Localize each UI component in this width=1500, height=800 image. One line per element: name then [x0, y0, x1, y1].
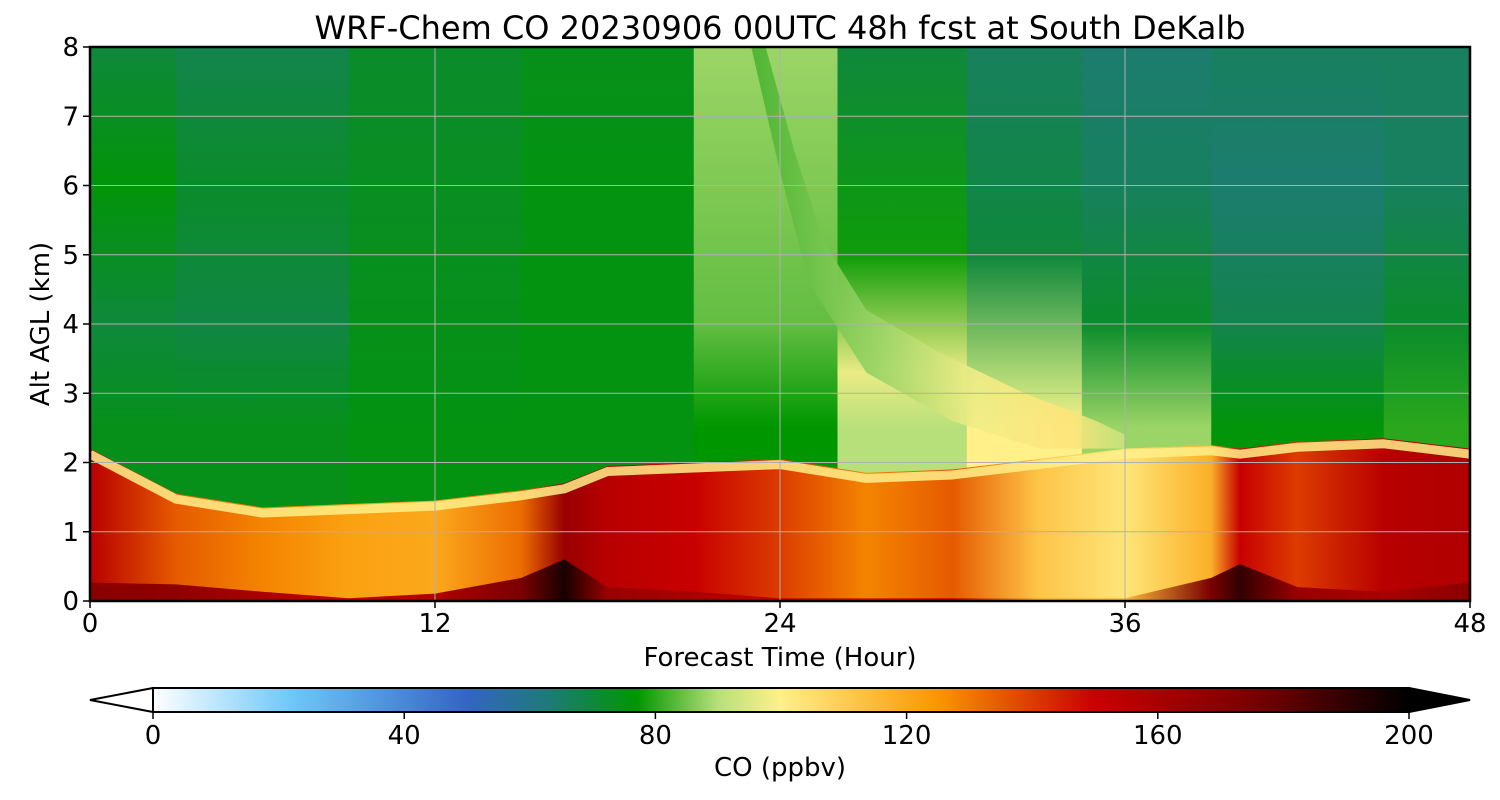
x-tick-label: 36 [1108, 609, 1141, 639]
colorbar-tick-label: 120 [882, 721, 932, 751]
colorbar-tick-label: 200 [1384, 721, 1434, 751]
x-tick-label: 24 [763, 609, 796, 639]
colorbar-high-extension [1408, 686, 1471, 714]
y-tick-label: 7 [62, 102, 79, 132]
plot-area [90, 47, 1470, 601]
colorbar-tick-label: 80 [639, 721, 672, 751]
upper-plume-layer [751, 47, 1125, 449]
colorbar-tick-label: 0 [145, 721, 162, 751]
y-axis-label: Alt AGL (km) [26, 242, 56, 406]
y-tick-label: 8 [62, 33, 79, 63]
y-axis: 0 1 2 3 4 5 6 7 8 [62, 33, 90, 617]
y-tick-label: 3 [62, 379, 79, 409]
grid-lines [90, 47, 1470, 601]
surface-layer-area [90, 559, 1470, 601]
y-tick-label: 6 [62, 172, 79, 202]
colorbar-body [152, 687, 1410, 713]
colorbar: 0 40 80 120 160 200 CO (ppbv) [89, 686, 1471, 783]
y-tick-label: 1 [62, 518, 79, 548]
y-tick-label: 0 [62, 587, 79, 617]
colorbar-ticks: 0 40 80 120 160 200 [145, 712, 1434, 751]
colorbar-tick-label: 40 [388, 721, 421, 751]
x-axis-label: Forecast Time (Hour) [643, 643, 916, 673]
colorbar-tick-label: 160 [1133, 721, 1183, 751]
x-tick-label: 0 [82, 609, 99, 639]
upper-plume-band [751, 47, 1125, 449]
surface-layer-field [90, 559, 1470, 601]
chart-title: WRF-Chem CO 20230906 00UTC 48h fcst at S… [314, 9, 1245, 47]
y-tick-label: 5 [62, 241, 79, 271]
x-tick-label: 12 [418, 609, 451, 639]
colorbar-label: CO (ppbv) [714, 753, 846, 783]
x-axis: 0 12 24 36 48 [82, 601, 1487, 639]
colorbar-low-extension [89, 686, 154, 714]
y-tick-label: 4 [62, 310, 79, 340]
y-tick-label: 2 [62, 449, 79, 479]
x-tick-label: 48 [1453, 609, 1486, 639]
